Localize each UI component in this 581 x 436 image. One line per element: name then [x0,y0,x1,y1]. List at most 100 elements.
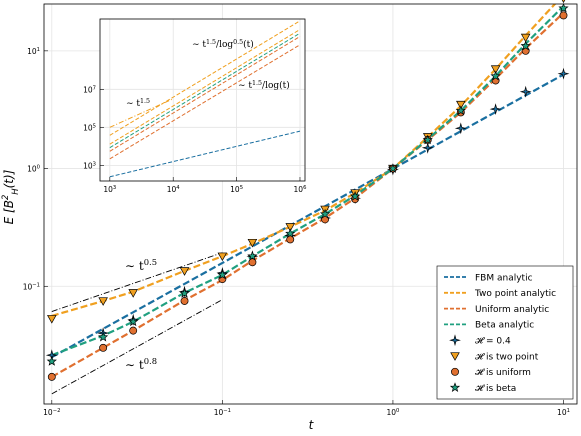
data-point [519,85,532,98]
data-point [179,267,190,276]
main-axis-labels: t E [B2H(t)] [0,169,315,432]
inset-annotation-log05: ∼ t1.5/log0.5(t) [192,39,254,51]
data-point [98,297,108,306]
y-axis-label: E [B2H(t)] [0,169,20,224]
data-point [217,269,228,280]
data-point [349,191,361,201]
legend-label: 𝓗 = 0.4 [475,337,511,347]
data-point [559,11,568,20]
legend-entry: Two point analytic [444,289,556,299]
data-point [217,252,228,262]
legend-marker-swatch [449,382,461,392]
inset-annotation-log: ∼ t1.5/log(t) [238,80,290,92]
legend-entry: 𝓗 is uniform [451,367,531,378]
data-point [456,100,466,110]
main-tick-labels: 10−2 10−1 100 101 10−1 100 101 [23,47,570,417]
inset-reference-line [109,98,174,128]
data-point [128,289,138,298]
inset-x-tick-label: 106 [294,185,308,194]
main-y-tick-label: 10−1 [23,282,40,291]
legend-marker-swatch [449,334,461,347]
main-x-tick-label: 10−1 [214,408,231,417]
inset-series-lines [109,20,301,178]
data-point [247,238,258,248]
inset-x-tick-label: 103 [103,185,116,194]
annotation-t05: ∼ t0.5 [125,257,157,273]
reference-line [51,252,223,312]
data-point [387,163,398,173]
reference-line [51,299,223,395]
data-point [98,331,109,342]
main-x-tick-label: 100 [386,408,399,417]
inset-series-line [109,36,301,152]
legend-entry: FBM analytic [444,273,533,283]
inset-y-tick-label: 103 [83,161,96,170]
inset-annotations: ∼ t1.5 ∼ t1.5/log0.5(t) ∼ t1.5/log(t) [126,39,290,110]
legend-entry: 𝓗 = 0.4 [449,334,511,347]
data-point [489,103,502,116]
legend-marker-swatch [451,367,459,376]
legend-label: FBM analytic [475,273,533,283]
inset-x-tick-label: 104 [167,185,181,194]
inset-series-line [109,44,301,160]
legend-marker-swatch [450,352,460,361]
inset-tick-labels: 103 104 105 106 103 105 107 [83,85,307,194]
data-point [561,0,566,4]
data-point [558,2,569,13]
data-point [422,134,433,145]
legend-entry: 𝓗 is two point [450,352,539,362]
inset-x-tick-label: 105 [230,185,243,194]
data-point [520,33,531,43]
inset-series-line [109,130,301,178]
legend-label: Beta analytic [475,321,534,331]
series-line [51,73,565,359]
inset-gridlines [100,19,305,181]
inset-series-line [109,20,301,136]
legend-label: Two point analytic [474,289,556,299]
inset-background [100,19,305,181]
inset-annotation-t15: ∼ t1.5 [126,98,150,110]
data-point [421,141,434,154]
data-point [47,315,57,324]
data-point [47,372,56,381]
data-point [557,67,570,80]
data-point [285,223,296,232]
data-point [454,122,467,135]
data-point [129,326,138,335]
data-point [490,70,501,81]
main-y-tick-label: 100 [27,165,40,174]
data-point [285,228,296,238]
main-x-tick-label: 101 [557,408,570,417]
main-annotations: ∼ t0.5 ∼ t0.8 [125,257,157,372]
legend-entry: 𝓗 is beta [449,382,516,394]
data-point [247,250,258,261]
data-point [99,343,108,352]
inset-y-tick-label: 105 [83,123,96,132]
main-plot-frame [43,3,578,405]
main-series-markers [45,0,570,381]
data-point [46,356,57,366]
inset-series-line [109,32,301,149]
main-x-tick-label: 10−2 [43,408,60,417]
legend-label: 𝓗 is two point [475,352,539,362]
legend-label: 𝓗 is uniform [475,368,531,378]
series-line [51,5,565,357]
data-point [490,65,501,74]
legend-box [436,265,574,400]
legend-label: 𝓗 is beta [475,384,516,394]
main-y-tick-label: 101 [27,47,40,56]
x-axis-label: t [309,418,315,432]
legend: FBM analytic Two point analytic Uniform an… [436,265,574,400]
inset-y-tick-label: 107 [83,85,96,94]
data-point [180,297,189,305]
data-point [248,258,257,267]
legend-entry: Beta analytic [444,321,534,331]
inset-series-line [109,29,301,145]
data-point [455,105,466,116]
data-point [520,40,531,51]
data-point [128,316,139,327]
data-point [179,288,190,298]
legend-entry: Uniform analytic [444,305,549,315]
main-reference-lines [51,252,223,395]
